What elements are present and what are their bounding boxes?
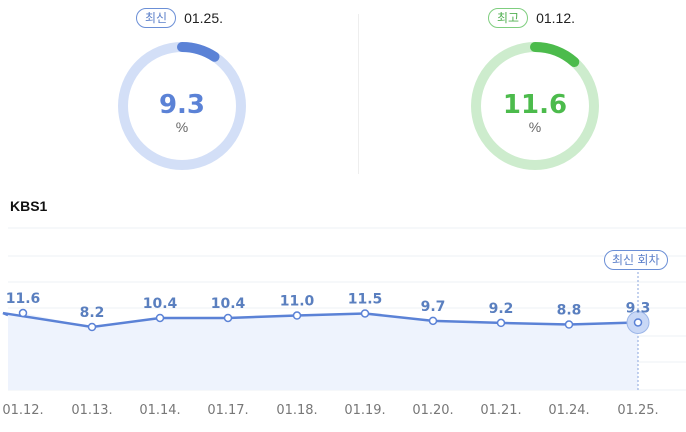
x-tick-label: 01.25. [617, 403, 658, 418]
chart-marks: 11.6 8.2 10.4 10.4 11.0 11.5 9.7 9.2 8.8 9.3 [6, 291, 651, 334]
highest-date: 01.12. [536, 10, 576, 26]
data-point [87, 322, 97, 332]
series-title: KBS1 [10, 198, 48, 214]
highest-value: 11.6 [503, 90, 567, 120]
highest-gauge: 11.6 % [471, 42, 599, 170]
x-tick-label: 01.21. [480, 403, 521, 418]
data-point [292, 311, 302, 320]
data-label: 11.6 [6, 291, 41, 307]
data-point [496, 318, 506, 328]
latest-rating-panel: 최신 01.25. 9.3 % [0, 0, 343, 180]
data-label: 10.4 [143, 296, 178, 312]
data-point [223, 313, 233, 323]
x-tick-label: 01.12. [2, 403, 43, 418]
x-tick-label: 01.20. [412, 403, 453, 418]
x-tick-label: 01.17. [207, 403, 248, 418]
latest-date: 01.25. [184, 10, 224, 26]
x-tick-label: 01.14. [139, 403, 180, 418]
chart-area-fill [8, 313, 638, 390]
data-label: 9.7 [421, 299, 446, 315]
panel-divider [358, 14, 359, 174]
data-point [428, 316, 438, 326]
highest-gauge-arc [530, 42, 580, 67]
ratings-line-chart: 11.6 8.2 10.4 10.4 11.0 11.5 9.7 9.2 8.8 9.3 01.1… [2, 227, 686, 418]
data-label: 8.8 [557, 303, 582, 319]
highest-rating-panel: 최고 01.12. 11.6 % [358, 0, 686, 180]
data-label: 9.3 [626, 300, 651, 316]
latest-rating-header: 최신 01.25. [136, 8, 223, 28]
latest-episode-tag: 최신 회차 [604, 250, 668, 270]
data-point [633, 318, 643, 327]
data-point [360, 309, 370, 318]
x-tick-label: 01.19. [344, 403, 385, 418]
x-tick-label: 01.13. [71, 403, 112, 418]
x-tick-label: 01.24. [548, 403, 589, 418]
latest-badge: 최신 [136, 8, 177, 28]
data-label: 11.0 [280, 294, 315, 310]
data-label: 10.4 [211, 296, 246, 312]
chart-x-labels: 01.12. 01.13. 01.14. 01.17. 01.18. 01.19. 01.2… [2, 403, 658, 418]
x-tick-label: 01.18. [276, 403, 317, 418]
data-point [18, 308, 28, 318]
latest-value: 9.3 [159, 90, 205, 120]
data-point [564, 320, 574, 329]
highest-unit: % [529, 119, 541, 135]
data-point [155, 313, 165, 323]
latest-gauge: 9.3 % [118, 42, 246, 170]
highest-rating-header: 최고 01.12. [488, 8, 575, 28]
data-label: 11.5 [348, 291, 383, 307]
data-label: 8.2 [80, 305, 105, 321]
latest-gauge-arc [177, 42, 220, 62]
latest-unit: % [176, 119, 188, 135]
data-label: 9.2 [489, 301, 514, 317]
highest-badge: 최고 [488, 8, 529, 28]
